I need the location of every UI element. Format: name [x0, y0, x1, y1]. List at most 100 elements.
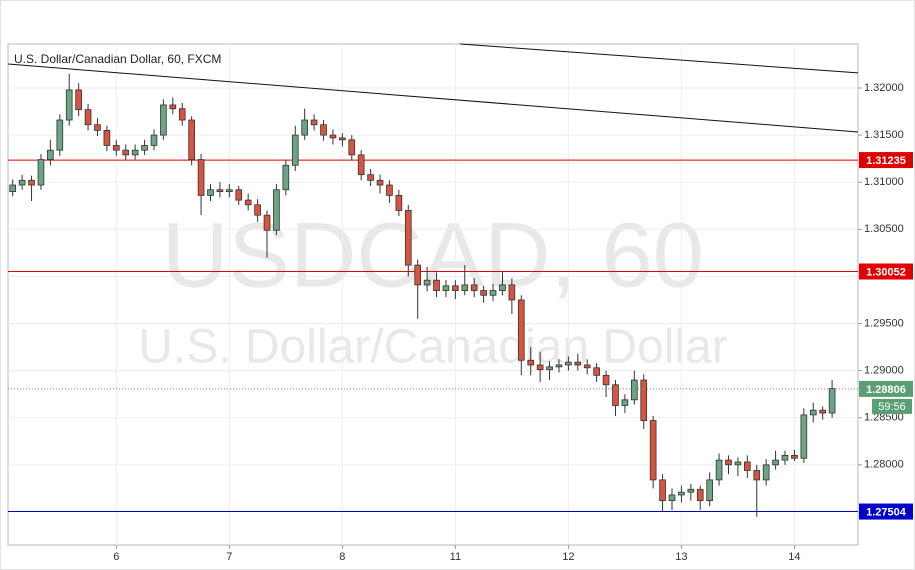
candle-body	[715, 459, 723, 481]
candle-body	[414, 264, 422, 286]
price-label-box	[859, 503, 913, 520]
candle-body	[244, 199, 252, 206]
candle-body	[621, 399, 629, 406]
candle-body	[555, 364, 563, 368]
x-tick-label: 11	[450, 551, 461, 563]
grid	[8, 44, 858, 545]
y-tick-label: 1.31000	[864, 176, 904, 188]
candle-body	[725, 459, 732, 466]
candle-body	[809, 409, 817, 416]
candle-body	[640, 379, 648, 421]
candle-body	[301, 119, 308, 136]
candle-body	[565, 361, 572, 366]
candle-body	[602, 374, 610, 386]
candle-body	[593, 367, 600, 376]
candle-body	[65, 89, 73, 121]
candle-body	[131, 149, 139, 156]
candle-body	[470, 284, 478, 291]
candle-body	[150, 134, 158, 146]
candle-body	[291, 134, 299, 166]
price-label-box	[859, 263, 913, 280]
candle-body	[583, 364, 591, 369]
candle-body	[160, 104, 167, 136]
candle-body	[282, 164, 290, 191]
x-tick-label: 7	[226, 551, 232, 563]
candle-body	[433, 279, 440, 291]
countdown-box	[872, 398, 912, 414]
candle-body	[706, 479, 713, 502]
candle-body	[122, 149, 130, 156]
candle-body	[37, 159, 45, 186]
candle-body	[367, 174, 374, 181]
candle-body	[9, 184, 17, 193]
candle-body	[828, 388, 836, 414]
candle-body	[178, 108, 186, 121]
candle-body	[207, 189, 214, 196]
candle-body	[489, 290, 497, 296]
x-tick-label: 8	[339, 551, 345, 563]
candle-body	[668, 494, 676, 502]
y-tick-label: 1.31500	[864, 129, 904, 141]
candle-body	[357, 154, 365, 176]
candle-body	[480, 290, 487, 296]
candle-body	[762, 464, 770, 481]
candle-body	[508, 284, 516, 301]
trend-line	[7, 63, 859, 133]
candle-body	[28, 179, 35, 186]
candle-body	[197, 159, 205, 196]
candle-body	[687, 488, 695, 493]
candle-body	[103, 129, 111, 146]
candle-body	[517, 299, 525, 361]
candle-body	[546, 366, 553, 371]
chart-title: U.S. Dollar/Canadian Dollar, 60, FXCM	[14, 52, 221, 66]
candle-body	[527, 359, 535, 366]
candle-body	[499, 284, 506, 291]
candle-body	[734, 461, 742, 466]
price-label: 1.31235	[866, 155, 906, 167]
price-label: 1.30052	[866, 266, 906, 278]
y-tick-label: 1.28000	[864, 459, 904, 471]
candle-body	[744, 461, 751, 471]
candle-body	[339, 137, 346, 141]
price-label: 1.27504	[866, 506, 907, 518]
candle-body	[800, 414, 808, 459]
candle-body	[310, 119, 318, 126]
candle-body	[461, 284, 469, 291]
y-tick-label: 1.30500	[864, 223, 904, 235]
candle-body	[452, 285, 459, 291]
watermark-symbol: USDCAD, 60	[162, 204, 704, 306]
candle-body	[678, 491, 685, 496]
candle-body	[273, 189, 280, 231]
x-tick-label: 12	[562, 551, 574, 563]
candle-body	[188, 119, 195, 160]
candle-body	[320, 124, 327, 136]
candle-body	[376, 179, 384, 186]
candle-body	[791, 455, 798, 459]
candle-body	[819, 409, 827, 414]
countdown: 59:56	[878, 401, 906, 413]
candle-body	[442, 285, 450, 291]
watermark-description: U.S. Dollar/Canadian Dollar	[138, 321, 728, 374]
candle-body	[84, 109, 92, 126]
candle-body	[226, 189, 233, 193]
candle-body	[386, 184, 393, 196]
candle-body	[659, 479, 666, 502]
y-tick-label: 1.32000	[864, 82, 904, 94]
y-tick-label: 1.29500	[864, 317, 904, 329]
candle-body	[753, 470, 761, 481]
candle-body	[94, 124, 101, 131]
candle-body	[75, 89, 82, 111]
candle-body	[329, 134, 337, 139]
candle-body	[781, 455, 789, 461]
trend-line	[460, 43, 859, 74]
candle-body	[112, 145, 120, 151]
candle-body	[348, 139, 356, 156]
marks	[7, 43, 859, 517]
price-label: 1.28806	[866, 384, 906, 396]
candle-body	[395, 194, 403, 211]
candle-body	[169, 104, 177, 110]
x-tick-label: 6	[113, 551, 119, 563]
x-tick-label: 13	[675, 551, 687, 563]
candle-body	[630, 379, 638, 401]
